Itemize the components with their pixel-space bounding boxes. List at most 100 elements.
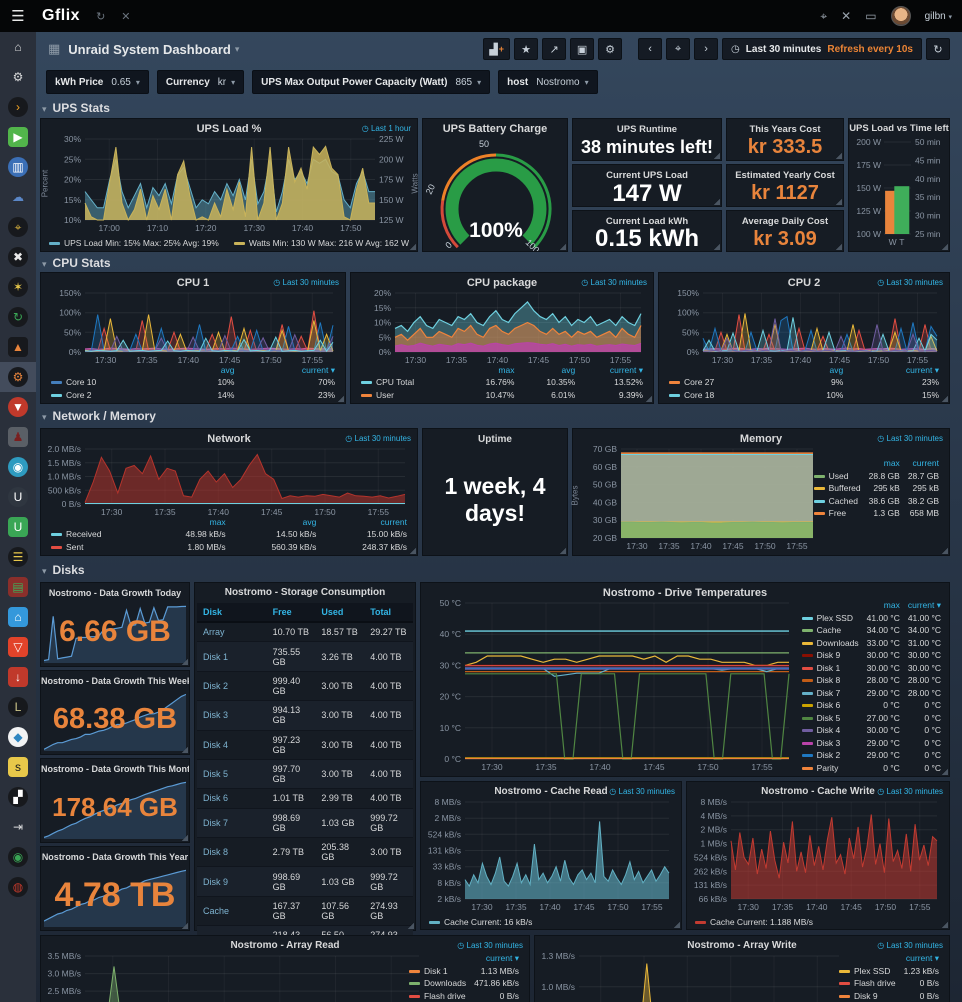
resize-handle[interactable] <box>941 243 948 250</box>
legend-series[interactable]: Core 27 <box>665 376 789 389</box>
legend-series[interactable]: Cached <box>810 495 865 508</box>
cpu2-chart[interactable]: 0% 50% 100% 150% 17:30 17:35 17:40 17:45 17:50 17… <box>663 288 945 365</box>
app-icon-shield-red[interactable]: ▼ <box>0 392 36 422</box>
legend-sort-current[interactable]: current ▾ <box>609 364 643 375</box>
array-write-chart[interactable]: 0 B/s325 kB/s650 kB/s1.0 MB/s1.3 MB/s17:… <box>539 951 847 1002</box>
section-network-memory[interactable]: ▾ Network / Memory <box>42 409 156 423</box>
legend-item[interactable]: Cache Current: 16 kB/s <box>429 917 532 927</box>
logo-close-icon[interactable]: ✕ <box>121 10 131 23</box>
legend-series[interactable]: Parity <box>798 762 863 775</box>
cpu1-chart[interactable]: 0% 50% 100% 150% 17:30 17:35 17:40 17:45 17:50 17… <box>45 288 341 365</box>
app-icon-star-yellow[interactable]: ✶ <box>0 272 36 302</box>
app-icon-eye-blue[interactable]: ◉ <box>0 452 36 482</box>
dashboard-settings-button[interactable]: ⚙ <box>598 38 623 60</box>
app-icon-chart-orange[interactable]: ▲ <box>0 332 36 362</box>
resize-handle[interactable] <box>407 922 414 929</box>
variable-ups-max-output-power-capacity-watt-[interactable]: UPS Max Output Power Capacity (Watt) 865 ▾ <box>252 70 491 94</box>
app-icon-unraid[interactable]: U <box>0 512 36 542</box>
panel-timerange[interactable]: ◷ Last 30 minutes <box>581 278 647 287</box>
time-back-button[interactable]: ‹ <box>638 38 663 60</box>
legend-series[interactable]: Sent <box>47 541 147 554</box>
legend-series[interactable]: Core 10 <box>47 376 177 389</box>
logout-icon[interactable]: ⇥ <box>12 820 24 834</box>
legend-sort-max[interactable]: max <box>498 364 515 375</box>
apps-grid-icon[interactable]: ▦ <box>48 41 61 56</box>
cache-read-chart[interactable]: 2 kB/s 8 kB/s 33 kB/s 131 kB/s 524 kB/s 2 MB/… <box>425 797 677 912</box>
legend-series[interactable]: Disk 6 <box>798 699 863 712</box>
legend-series[interactable]: Plex SSD <box>798 612 863 625</box>
panel-timerange[interactable]: ◷ Last 30 minutes <box>457 941 523 950</box>
table-header[interactable]: Disk <box>197 603 267 623</box>
legend-series[interactable]: Downloads <box>798 637 863 650</box>
resize-handle[interactable] <box>409 547 416 554</box>
legend-series[interactable]: Free <box>810 507 865 520</box>
legend-series[interactable]: Plex SSD <box>835 965 900 978</box>
app-icon-pot-red[interactable]: ◍ <box>0 872 36 902</box>
app-icon-bars-green-red[interactable]: ▤ <box>0 572 36 602</box>
resize-handle[interactable] <box>835 152 842 159</box>
time-range-picker[interactable]: ◷ Last 30 minutes Refresh every 10s <box>722 38 922 60</box>
app-icon-sabnzbd[interactable]: s <box>0 752 36 782</box>
legend-series[interactable]: Disk 7 <box>798 687 863 700</box>
refresh-dashboard-button[interactable]: ↻ <box>926 38 950 60</box>
legend-sort-current[interactable]: current ▾ <box>905 953 939 963</box>
app-icon-emby[interactable]: ▶ <box>0 122 36 152</box>
legend-series[interactable]: Downloads <box>405 977 470 990</box>
growth-year-spark[interactable] <box>43 867 187 927</box>
legend-series[interactable]: User <box>357 389 458 402</box>
resize-handle[interactable] <box>181 834 188 841</box>
avatar[interactable] <box>890 6 911 26</box>
section-disks[interactable]: ▾ Disks <box>42 563 85 577</box>
share-dashboard-button[interactable]: ↗ <box>542 38 567 60</box>
table-header[interactable]: Free <box>266 603 316 623</box>
legend-series[interactable]: Buffered <box>810 482 865 495</box>
legend-sort-max[interactable]: max <box>209 516 226 527</box>
legend-sort-avg[interactable]: avg <box>561 364 576 375</box>
app-icon-arrow-orange[interactable]: › <box>0 92 36 122</box>
legend-sort-max[interactable]: max <box>883 600 900 610</box>
legend-series[interactable]: Disk 1 <box>405 965 470 978</box>
legend-sort-current[interactable]: current ▾ <box>485 953 519 963</box>
resize-handle[interactable] <box>645 395 652 402</box>
resize-handle[interactable] <box>181 922 188 929</box>
resize-handle[interactable] <box>713 198 720 205</box>
legend-series[interactable]: Disk 3 <box>798 737 863 750</box>
legend-item[interactable]: Watts Min: 130 W Max: 216 W Avg: 162 W <box>233 238 409 248</box>
legend-sort-avg[interactable]: avg <box>829 364 844 375</box>
network-chart[interactable]: 0 B/s 500 kB/s 1.0 MB/s 1.5 MB/s 2.0 MB/s 17:… <box>45 444 413 517</box>
app-icon-home-assistant[interactable]: ⌂ <box>0 602 36 632</box>
legend-series[interactable]: Disk 5 <box>798 712 863 725</box>
star-dashboard-button[interactable]: ★ <box>514 38 539 60</box>
resize-handle[interactable] <box>941 547 948 554</box>
resize-handle[interactable] <box>835 198 842 205</box>
app-icon-cloud[interactable]: ☁ <box>12 190 24 204</box>
legend-sort-avg[interactable]: avg <box>220 364 235 375</box>
app-icon-red-square[interactable]: ♟ <box>0 422 36 452</box>
app-logo[interactable]: Gflix <box>42 7 81 24</box>
app-icon-github[interactable]: ◉ <box>0 842 36 872</box>
panel-timerange[interactable]: ◷ Last 30 minutes <box>345 434 411 443</box>
legend-item[interactable]: UPS Load Min: 15% Max: 25% Avg: 19% <box>49 238 219 248</box>
resize-handle[interactable] <box>337 395 344 402</box>
legend-series[interactable]: Core 18 <box>665 389 789 402</box>
app-icon-burger[interactable]: ☰ <box>0 542 36 572</box>
home-icon[interactable]: ⌂ <box>14 40 22 54</box>
app-icon-green-ring[interactable]: ↻ <box>0 302 36 332</box>
menu-icon[interactable]: ☰ <box>11 8 25 25</box>
table-header[interactable]: Total <box>364 603 413 623</box>
legend-series[interactable]: Disk 8 <box>798 674 863 687</box>
legend-series[interactable]: Used <box>810 470 865 483</box>
ups-load-chart[interactable]: 10% 15% 20% 25% 30% 125 W 150 W 175 W 200 W 225 W… <box>45 134 413 233</box>
legend-sort-current[interactable]: current ▾ <box>301 364 335 375</box>
app-icon-lazy[interactable]: L <box>0 692 36 722</box>
variable-kwh-price[interactable]: kWh Price 0.65 ▾ <box>46 70 149 94</box>
resize-handle[interactable] <box>409 243 416 250</box>
save-dashboard-button[interactable]: ▣ <box>570 38 595 60</box>
legend-item[interactable]: Cache Current: 1.188 MB/s <box>695 917 813 927</box>
fullscreen-icon[interactable]: ✕ <box>841 9 852 23</box>
legend-sort-current[interactable]: current ▾ <box>907 600 941 610</box>
resize-handle[interactable] <box>941 395 948 402</box>
resize-handle[interactable] <box>181 746 188 753</box>
legend-series[interactable]: Disk 9 <box>798 649 863 662</box>
legend-sort-max[interactable]: max <box>883 458 900 468</box>
